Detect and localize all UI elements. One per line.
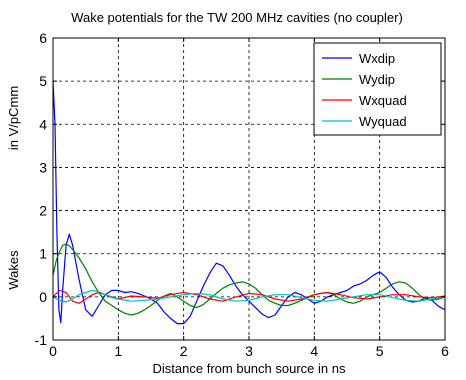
series-line-wxdip — [52, 81, 446, 325]
legend-label-wxquad: Wxquad — [359, 93, 407, 108]
legend-label-wxdip: Wxdip — [359, 51, 395, 66]
y-tick-label: 2 — [39, 203, 47, 219]
axis-ticks — [52, 37, 446, 341]
x-tick-label: 4 — [310, 343, 318, 359]
y-tick-label: 4 — [39, 116, 47, 132]
y-tick-label: -1 — [35, 332, 48, 348]
chart-title: Wake potentials for the TW 200 MHz cavit… — [71, 10, 403, 25]
series-line-wydip — [52, 243, 446, 316]
x-tick-labels: 0 1 2 3 4 5 6 — [49, 343, 449, 359]
series-group — [52, 81, 446, 325]
y-axis-label-wakes: Wakes — [6, 250, 21, 290]
legend-label-wyquad: Wyquad — [359, 114, 407, 129]
y-tick-label: 3 — [39, 159, 47, 175]
y-tick-label: 1 — [39, 246, 47, 262]
y-tick-label: 5 — [39, 73, 47, 89]
y-tick-labels: -1 0 1 2 3 4 5 6 — [35, 30, 48, 348]
y-axis-label-units: in V/pCmm — [6, 86, 21, 150]
series-line-wyquad — [52, 289, 446, 303]
y-tick-label: 6 — [39, 30, 47, 46]
series-line-wxquad — [52, 289, 446, 304]
x-axis-label: Distance from bunch source in ns — [153, 361, 346, 376]
legend-label-wydip: Wydip — [359, 72, 395, 87]
legend: Wxdip Wydip Wxquad Wyquad — [313, 42, 442, 136]
x-tick-label: 2 — [180, 343, 188, 359]
x-tick-label: 6 — [441, 343, 449, 359]
x-tick-label: 5 — [376, 343, 384, 359]
x-tick-label: 3 — [245, 343, 253, 359]
x-tick-label: 1 — [114, 343, 122, 359]
y-tick-label: 0 — [39, 289, 47, 305]
x-tick-label: 0 — [49, 343, 57, 359]
